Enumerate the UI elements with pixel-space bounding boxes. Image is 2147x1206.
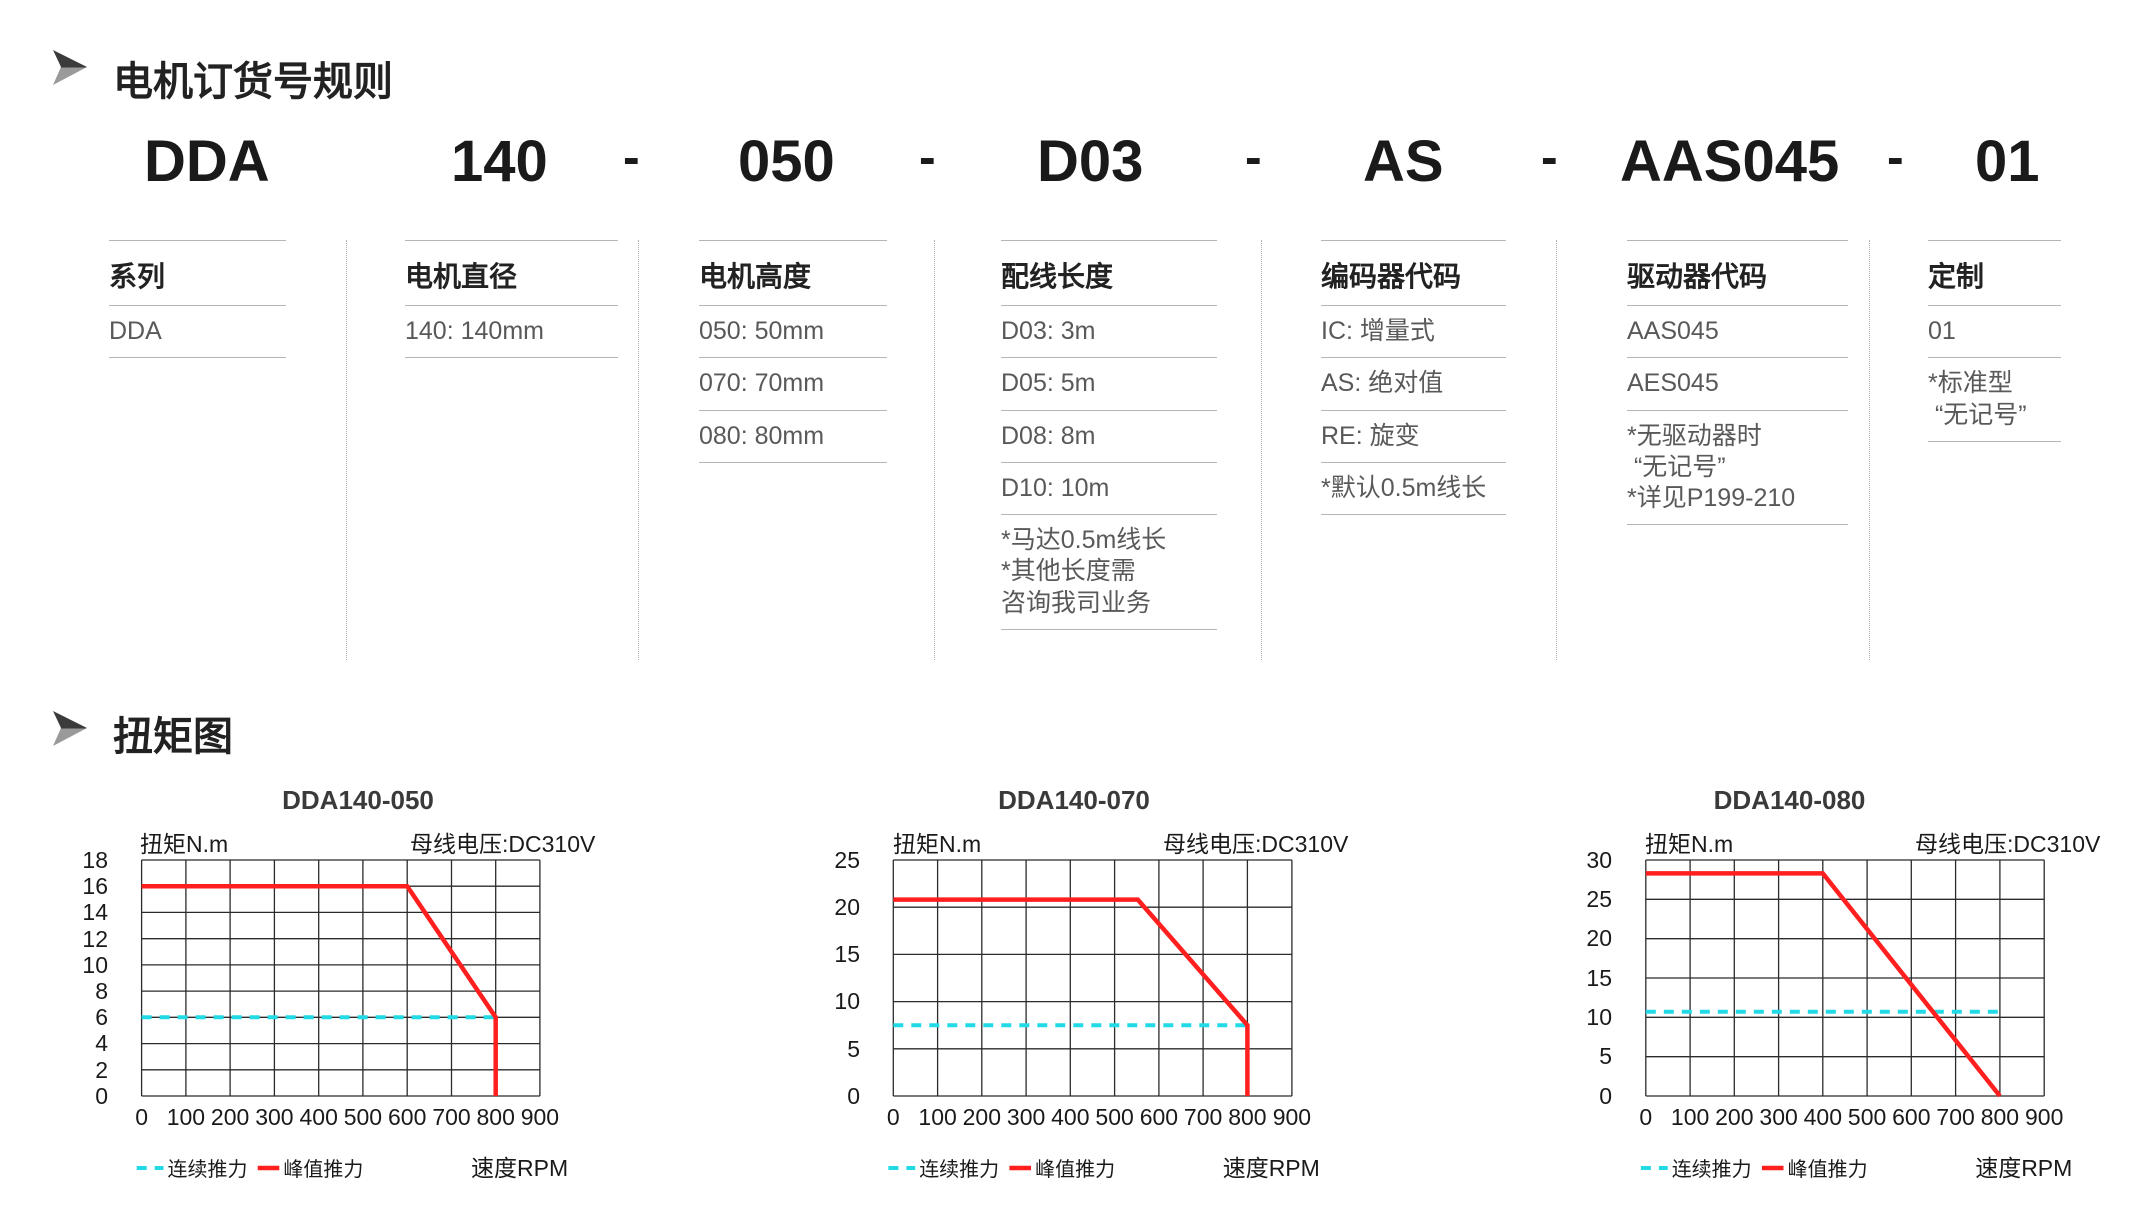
svg-text:母线电压:DC310V: 母线电压:DC310V	[1163, 831, 1349, 857]
svg-text:12: 12	[82, 926, 108, 952]
svg-text:速度RPM: 速度RPM	[471, 1155, 568, 1181]
svg-text:700: 700	[1184, 1104, 1222, 1130]
svg-text:连续推力: 连续推力	[1672, 1158, 1752, 1181]
svg-text:900: 900	[521, 1104, 559, 1130]
svg-text:15: 15	[1586, 965, 1612, 991]
svg-text:30: 30	[1586, 847, 1612, 873]
svg-text:100: 100	[1671, 1104, 1709, 1130]
svg-text:14: 14	[82, 899, 108, 925]
svg-text:母线电压:DC310V: 母线电压:DC310V	[410, 831, 596, 857]
svg-text:扭矩N.m: 扭矩N.m	[893, 831, 981, 857]
svg-text:300: 300	[1759, 1104, 1797, 1130]
svg-text:200: 200	[211, 1104, 249, 1130]
svg-text:400: 400	[1804, 1104, 1842, 1130]
svg-text:母线电压:DC310V: 母线电压:DC310V	[1915, 831, 2101, 857]
svg-text:25: 25	[1586, 886, 1612, 912]
svg-text:峰值推力: 峰值推力	[1788, 1158, 1868, 1181]
svg-text:0: 0	[1639, 1104, 1652, 1130]
svg-text:800: 800	[1981, 1104, 2019, 1130]
svg-text:5: 5	[1599, 1043, 1612, 1069]
svg-text:200: 200	[963, 1104, 1001, 1130]
svg-text:700: 700	[432, 1104, 470, 1130]
svg-text:0: 0	[1599, 1083, 1612, 1109]
svg-text:25: 25	[834, 847, 860, 873]
svg-text:500: 500	[1848, 1104, 1886, 1130]
svg-text:900: 900	[2025, 1104, 2063, 1130]
svg-text:700: 700	[1936, 1104, 1974, 1130]
svg-text:扭矩N.m: 扭矩N.m	[140, 831, 228, 857]
svg-text:300: 300	[1007, 1104, 1045, 1130]
svg-text:0: 0	[847, 1083, 860, 1109]
svg-text:峰值推力: 峰值推力	[283, 1158, 363, 1181]
svg-text:10: 10	[82, 952, 108, 978]
svg-text:100: 100	[918, 1104, 956, 1130]
svg-text:900: 900	[1273, 1104, 1311, 1130]
svg-text:10: 10	[1586, 1004, 1612, 1030]
svg-text:600: 600	[1892, 1104, 1930, 1130]
svg-text:300: 300	[255, 1104, 293, 1130]
svg-text:100: 100	[167, 1104, 205, 1130]
svg-text:20: 20	[834, 894, 860, 920]
svg-text:600: 600	[1140, 1104, 1178, 1130]
svg-text:600: 600	[388, 1104, 426, 1130]
svg-text:扭矩N.m: 扭矩N.m	[1645, 831, 1733, 857]
svg-text:速度RPM: 速度RPM	[1975, 1155, 2072, 1181]
svg-text:400: 400	[300, 1104, 338, 1130]
svg-text:4: 4	[95, 1030, 108, 1056]
svg-text:0: 0	[135, 1104, 148, 1130]
svg-text:10: 10	[834, 988, 860, 1014]
svg-text:2: 2	[95, 1057, 108, 1083]
svg-text:连续推力: 连续推力	[919, 1158, 999, 1181]
svg-text:速度RPM: 速度RPM	[1223, 1155, 1320, 1181]
svg-text:500: 500	[344, 1104, 382, 1130]
svg-text:200: 200	[1715, 1104, 1753, 1130]
svg-text:峰值推力: 峰值推力	[1035, 1158, 1115, 1181]
svg-text:18: 18	[82, 847, 108, 873]
svg-text:8: 8	[95, 978, 108, 1004]
svg-text:16: 16	[82, 873, 108, 899]
svg-text:15: 15	[834, 941, 860, 967]
svg-text:800: 800	[1228, 1104, 1266, 1130]
svg-text:20: 20	[1586, 925, 1612, 951]
svg-text:500: 500	[1095, 1104, 1133, 1130]
svg-text:800: 800	[477, 1104, 515, 1130]
svg-text:0: 0	[887, 1104, 900, 1130]
svg-text:5: 5	[847, 1036, 860, 1062]
svg-text:400: 400	[1051, 1104, 1089, 1130]
svg-text:0: 0	[95, 1083, 108, 1109]
svg-text:连续推力: 连续推力	[168, 1158, 248, 1181]
svg-text:6: 6	[95, 1004, 108, 1030]
